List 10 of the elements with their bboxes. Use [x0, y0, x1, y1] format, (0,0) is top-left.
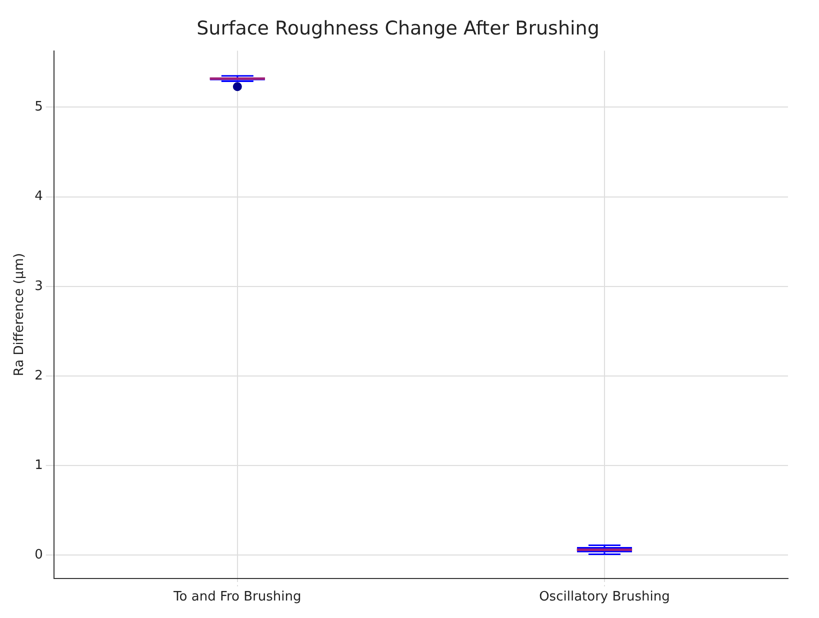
x-tick-label: Oscillatory Brushing: [539, 590, 670, 605]
y-tick-label: 1: [34, 458, 43, 473]
y-axis-title: Ra Difference (µm): [12, 253, 28, 376]
y-tick-label: 0: [34, 547, 43, 562]
y-tick-label: 5: [34, 100, 43, 115]
chart-title: Surface Roughness Change After Brushing: [196, 17, 600, 40]
y-tick-label: 2: [34, 368, 43, 384]
y-tick-label: 3: [34, 278, 43, 294]
x-tick-label: To and Fro Brushing: [172, 590, 302, 605]
y-tick-label: 4: [34, 189, 43, 204]
